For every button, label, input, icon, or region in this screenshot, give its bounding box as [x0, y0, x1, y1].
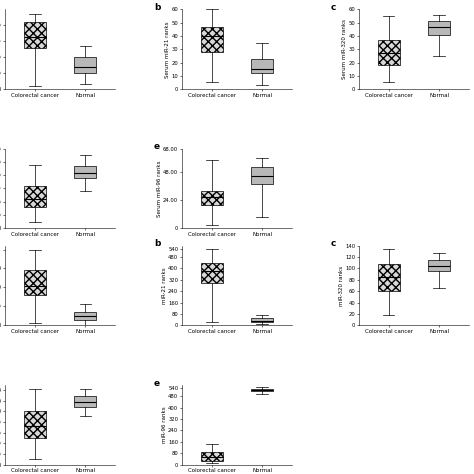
PathPatch shape [74, 166, 97, 178]
PathPatch shape [201, 27, 223, 52]
PathPatch shape [428, 260, 450, 271]
PathPatch shape [24, 270, 46, 295]
PathPatch shape [201, 263, 223, 283]
PathPatch shape [24, 186, 46, 207]
PathPatch shape [377, 40, 400, 65]
PathPatch shape [74, 57, 97, 73]
PathPatch shape [251, 319, 273, 322]
PathPatch shape [201, 453, 223, 461]
PathPatch shape [74, 312, 97, 319]
Text: b: b [154, 239, 160, 248]
Y-axis label: miR-320 ranks: miR-320 ranks [339, 265, 344, 306]
Text: c: c [331, 239, 337, 248]
PathPatch shape [377, 264, 400, 291]
PathPatch shape [428, 21, 450, 35]
PathPatch shape [251, 167, 273, 184]
Y-axis label: miR-96 ranks: miR-96 ranks [162, 406, 167, 443]
PathPatch shape [24, 411, 46, 438]
Text: e: e [154, 379, 160, 388]
Text: c: c [331, 3, 337, 12]
PathPatch shape [24, 22, 46, 48]
PathPatch shape [251, 389, 273, 391]
Y-axis label: miR-21 ranks: miR-21 ranks [162, 267, 167, 304]
Y-axis label: Serum miR-21 ranks: Serum miR-21 ranks [165, 21, 170, 78]
PathPatch shape [74, 396, 97, 407]
PathPatch shape [201, 191, 223, 205]
Text: b: b [154, 3, 160, 12]
Text: e: e [154, 142, 160, 151]
Y-axis label: Serum miR-320 ranks: Serum miR-320 ranks [342, 19, 347, 79]
PathPatch shape [251, 58, 273, 73]
Y-axis label: Serum miR-96 ranks: Serum miR-96 ranks [157, 160, 162, 217]
